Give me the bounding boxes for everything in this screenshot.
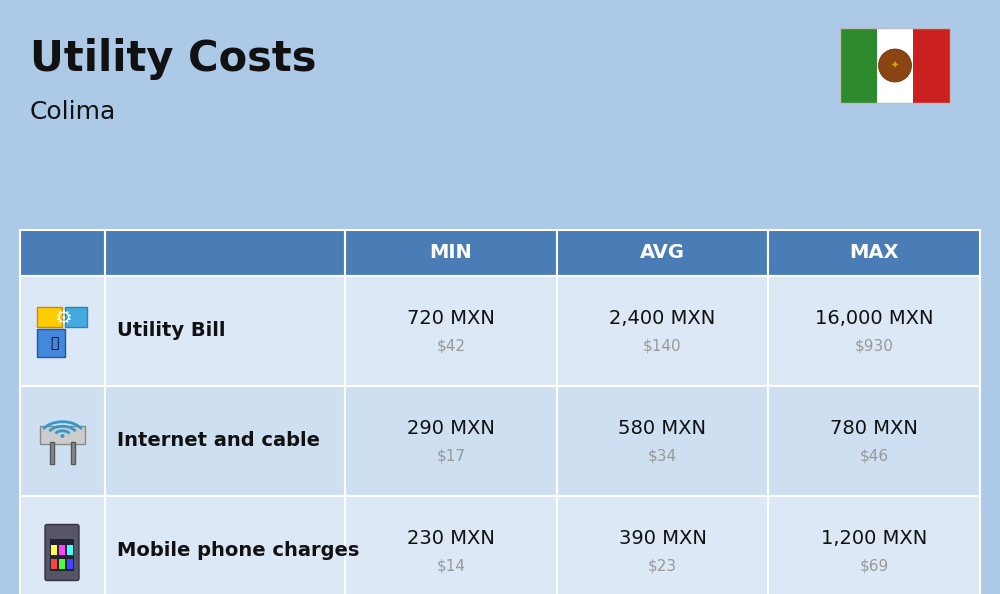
Text: 390 MXN: 390 MXN <box>619 529 706 548</box>
Text: $14: $14 <box>436 558 465 573</box>
Bar <box>913 28 950 103</box>
Text: 16,000 MXN: 16,000 MXN <box>815 309 933 328</box>
Text: MIN: MIN <box>429 244 472 263</box>
Bar <box>20 276 105 386</box>
Text: 580 MXN: 580 MXN <box>618 419 706 438</box>
Circle shape <box>879 49 912 82</box>
Bar <box>67 545 73 555</box>
Text: $46: $46 <box>860 448 889 463</box>
Bar <box>50 539 74 570</box>
Bar <box>840 28 877 103</box>
Bar <box>877 28 913 103</box>
Bar <box>840 28 950 103</box>
Bar <box>105 386 345 496</box>
Text: AVG: AVG <box>640 244 685 263</box>
Bar <box>20 496 105 594</box>
Bar <box>59 558 65 568</box>
Bar <box>557 386 768 496</box>
Bar <box>345 496 557 594</box>
Text: MAX: MAX <box>849 244 899 263</box>
Text: 720 MXN: 720 MXN <box>407 309 495 328</box>
Bar <box>345 276 557 386</box>
Bar <box>768 386 980 496</box>
Bar <box>768 496 980 594</box>
Bar <box>768 230 980 276</box>
Bar <box>20 386 105 496</box>
Text: $69: $69 <box>860 558 889 573</box>
Text: $17: $17 <box>436 448 465 463</box>
Text: 2,400 MXN: 2,400 MXN <box>609 309 716 328</box>
Text: 230 MXN: 230 MXN <box>407 529 495 548</box>
Text: 290 MXN: 290 MXN <box>407 419 495 438</box>
Bar <box>345 386 557 496</box>
Bar <box>37 307 62 327</box>
Text: $930: $930 <box>855 339 894 353</box>
Text: Utility Bill: Utility Bill <box>117 321 226 340</box>
Bar <box>37 328 65 356</box>
Text: ⚙: ⚙ <box>54 309 71 328</box>
Text: ✦: ✦ <box>891 61 899 71</box>
Text: Utility Costs: Utility Costs <box>30 38 316 80</box>
Text: $34: $34 <box>648 448 677 463</box>
Bar <box>40 425 85 444</box>
Text: $140: $140 <box>643 339 682 353</box>
Bar <box>105 276 345 386</box>
Text: 🔌: 🔌 <box>50 336 59 350</box>
Circle shape <box>60 434 64 438</box>
Text: Internet and cable: Internet and cable <box>117 431 320 450</box>
Text: 1,200 MXN: 1,200 MXN <box>821 529 927 548</box>
Text: 780 MXN: 780 MXN <box>830 419 918 438</box>
Bar <box>67 558 73 568</box>
Text: Mobile phone charges: Mobile phone charges <box>117 542 359 561</box>
Bar <box>20 230 105 276</box>
Bar <box>59 545 65 555</box>
Bar <box>51 558 57 568</box>
Bar <box>557 230 768 276</box>
Bar <box>557 496 768 594</box>
Bar <box>105 230 345 276</box>
Bar <box>345 230 557 276</box>
Bar <box>65 307 87 327</box>
Bar <box>557 276 768 386</box>
Text: $23: $23 <box>648 558 677 573</box>
Bar <box>71 441 75 463</box>
Text: $42: $42 <box>436 339 465 353</box>
Bar <box>768 276 980 386</box>
Bar <box>50 441 54 463</box>
Bar <box>105 496 345 594</box>
Bar <box>51 545 57 555</box>
Text: Colima: Colima <box>30 100 116 124</box>
FancyBboxPatch shape <box>45 525 79 580</box>
